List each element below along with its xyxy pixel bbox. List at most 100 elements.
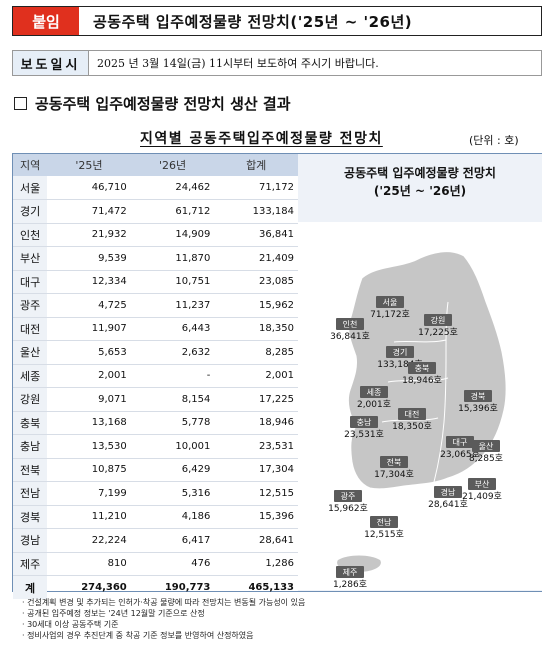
map-region-label: 강원 17,225호 — [418, 314, 458, 338]
map-region-label: 충북 18,946호 — [402, 362, 442, 386]
map-region-label: 전북 17,304호 — [374, 456, 414, 480]
value-cell: 11,907 — [47, 317, 131, 341]
value-cell: 21,409 — [214, 246, 298, 271]
region-name: 부산 — [475, 479, 490, 489]
region-name: 서울 — [383, 298, 398, 307]
footnotes: · 건설계획 변경 및 추가되는 인허가·착공 물량에 따라 전망치는 변동될 … — [22, 597, 305, 641]
value-cell: 190,773 — [164, 582, 211, 593]
table-total-row: 계 274,360 190,773 465,133 — [13, 575, 298, 599]
region-value: 28,641호 — [428, 499, 468, 510]
region-border — [387, 377, 449, 383]
section-heading: 공동주택 입주예정물량 전망치 생산 결과 — [14, 93, 291, 114]
region-name: 울산 — [479, 441, 494, 451]
value-cell: 18,350 — [214, 317, 298, 341]
region-value: 12,515호 — [364, 529, 404, 540]
value-cell: - — [130, 364, 215, 388]
region-name: 제주 — [343, 568, 358, 577]
region-name-box — [386, 346, 414, 358]
footnote: · 건설계획 변경 및 추가되는 인허가·착공 물량에 따라 전망치는 변동될 … — [22, 598, 306, 607]
value-cell: 71,172 — [214, 176, 298, 200]
region-name: 강원 — [431, 315, 446, 325]
region-cell: 울산 — [13, 340, 48, 365]
region-value: 133,184호 — [377, 359, 423, 370]
checkbox-icon — [14, 97, 27, 110]
value-cell: 6,417 — [130, 528, 215, 553]
column-header: '26년 — [130, 154, 215, 176]
value-cell: 465,133 — [248, 582, 294, 593]
region-cell: 강원 — [13, 387, 48, 412]
region-cell: 대구 — [13, 270, 48, 294]
value-cell: 8,285 — [214, 340, 298, 365]
value-cell: 10,751 — [130, 270, 215, 294]
value-cell: 12,334 — [47, 270, 131, 294]
region-cell: 전남 — [13, 481, 48, 506]
table-row: 전북 10,875 6,429 17,304 — [13, 458, 298, 482]
value-cell: 17,304 — [214, 458, 298, 482]
value-cell: 17,225 — [214, 387, 298, 412]
region-cell: 경북 — [13, 505, 48, 529]
region-cell: 경기 — [13, 199, 48, 224]
region-cell: 광주 — [13, 293, 48, 318]
table-row: 경남 22,224 6,417 28,641 — [13, 528, 298, 553]
map-title: 공동주택 입주예정물량 전망치 ('25년 ~ '26년) — [298, 164, 542, 200]
value-cell: 9,071 — [47, 387, 131, 412]
press-date-text: 2025 년 3월 14일(금) 11시부터 보도하여 주시기 바랍니다. — [97, 57, 379, 70]
column-header: 합계 — [214, 154, 298, 176]
map-region-label: 대구 23,065호 — [440, 436, 480, 460]
region-cell: 전북 — [13, 458, 48, 482]
value-cell: 11,870 — [130, 246, 215, 271]
value-cell: 18,946 — [214, 411, 298, 435]
region-name: 경북 — [471, 391, 486, 401]
table-map-frame: 지역 '25년 '26년 합계 서울 46,710 24,462 71,172 경기 71… — [12, 153, 542, 599]
region-value: 18,946호 — [402, 375, 442, 386]
region-value: 17,304호 — [374, 469, 414, 480]
value-cell: 2,001 — [47, 364, 131, 388]
map-region-label: 세종 2,001호 — [357, 386, 391, 410]
region-cell: 계 — [13, 575, 48, 599]
region-cell: 인천 — [13, 223, 48, 247]
map-region-label: 제주 1,286호 — [333, 566, 367, 590]
region-name-box — [360, 386, 388, 398]
region-name: 경기 — [393, 347, 408, 357]
region-name-box — [464, 390, 492, 402]
region-name-box — [334, 490, 362, 502]
value-cell: 23,531 — [214, 434, 298, 459]
region-name: 경남 — [441, 487, 456, 497]
unit-label: (단위 : 호) — [469, 134, 519, 147]
region-name-box — [468, 478, 496, 490]
map-region-label: 경북 15,396호 — [458, 390, 498, 414]
value-cell: 36,841 — [214, 223, 298, 247]
table-body: 서울 46,710 24,462 71,172 경기 71,472 61,712 133,18… — [13, 176, 298, 599]
region-value: 71,172호 — [370, 309, 410, 320]
region-value: 15,962호 — [328, 503, 368, 514]
map-title-line1: 공동주택 입주예정물량 전망치 — [344, 166, 496, 180]
table-title: 지역별 공동주택입주예정물량 전망치 — [140, 131, 383, 147]
press-release-row: 보도일시 2025 년 3월 14일(금) 11시부터 보도하여 주시기 바랍니… — [12, 50, 542, 76]
table-row: 인천 21,932 14,909 36,841 — [13, 223, 298, 247]
footnote: · 정비사업의 경우 추진단계 중 착공 기준 정보를 반영하여 산정하였음 — [22, 631, 254, 640]
value-cell: 21,932 — [47, 223, 131, 247]
map-region-label: 전남 12,515호 — [364, 516, 404, 540]
value-cell: 133,184 — [214, 199, 298, 224]
region-cell: 제주 — [13, 552, 48, 576]
map-region-label: 서울 71,172호 — [370, 296, 410, 320]
press-date-label: 보도일시 — [13, 51, 89, 75]
region-name: 충북 — [415, 364, 430, 373]
value-cell: 46,710 — [47, 176, 131, 200]
table-row: 세종 2,001-2,001 — [13, 364, 298, 388]
map-region-label: 광주 15,962호 — [328, 490, 368, 514]
region-value: 23,531호 — [344, 429, 384, 440]
region-border — [393, 339, 447, 343]
map-panel: 공동주택 입주예정물량 전망치 ('25년 ~ '26년) 서울 71,172호 인… — [298, 154, 542, 591]
value-cell: 9,539 — [47, 246, 131, 271]
map-region-label: 경기 133,184호 — [377, 346, 423, 370]
value-cell: 7,199 — [47, 481, 131, 506]
map-region-label: 충남 23,531호 — [344, 416, 384, 440]
region-name: 충남 — [357, 418, 372, 427]
region-name-box — [336, 318, 364, 330]
attachment-badge: 붙임 — [13, 7, 79, 35]
region-name-box — [408, 362, 436, 374]
region-value: 17,225호 — [418, 327, 458, 338]
value-cell: 11,237 — [130, 293, 215, 318]
